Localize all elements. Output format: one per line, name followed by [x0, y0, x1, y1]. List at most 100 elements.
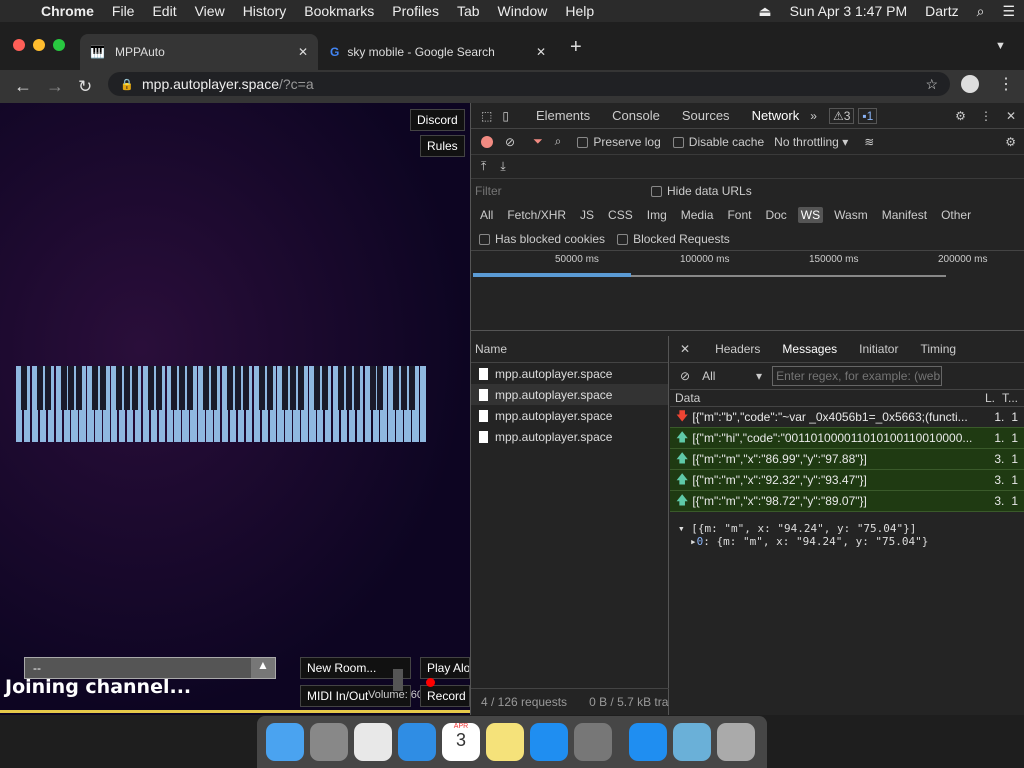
- white-key[interactable]: [182, 366, 189, 442]
- forward-icon[interactable]: →: [46, 76, 64, 96]
- discord-button[interactable]: Discord: [410, 109, 465, 131]
- dock-app-store-icon[interactable]: [530, 723, 568, 761]
- menu-help[interactable]: Help: [565, 3, 595, 19]
- white-key[interactable]: [348, 366, 356, 442]
- close-tab-icon[interactable]: ✕: [297, 45, 308, 59]
- menu-view[interactable]: View: [194, 3, 225, 19]
- time-column-header[interactable]: T...: [1002, 391, 1019, 405]
- spotlight-icon[interactable]: ⌕: [976, 2, 985, 19]
- white-key[interactable]: [253, 366, 261, 442]
- white-key[interactable]: [309, 366, 316, 442]
- request-row[interactable]: mpp.autoplayer.space: [471, 363, 668, 384]
- more-tabs-icon[interactable]: »: [810, 108, 817, 123]
- black-key[interactable]: [44, 366, 51, 410]
- dock-launchpad-icon[interactable]: [310, 723, 348, 761]
- black-key[interactable]: [242, 366, 249, 410]
- white-key[interactable]: [420, 366, 427, 442]
- white-key[interactable]: [134, 366, 142, 442]
- white-key[interactable]: [174, 366, 181, 442]
- search-icon[interactable]: ⌕: [554, 134, 562, 148]
- white-key[interactable]: [126, 366, 134, 442]
- white-key[interactable]: [317, 366, 324, 442]
- white-key[interactable]: [277, 366, 284, 442]
- preview-root[interactable]: ▾ [{m: "m", x: "94.24", y: "75.04"}]: [678, 522, 917, 535]
- type-filter-all[interactable]: All: [480, 208, 494, 222]
- black-key[interactable]: [298, 366, 305, 410]
- device-toolbar-icon[interactable]: ▯: [502, 108, 509, 123]
- volume-slider[interactable]: [393, 669, 403, 691]
- tab-mppauto[interactable]: 🎹 MPPAuto ✕: [80, 34, 318, 70]
- dock-notes-icon[interactable]: [486, 723, 524, 761]
- warnings-badge[interactable]: ⚠3: [828, 107, 855, 124]
- menu-edit[interactable]: Edit: [152, 3, 177, 19]
- message-row[interactable]: 🡅 [{"m":"m","x":"98.72","y":"89.07"}] 3. 1: [670, 491, 1024, 512]
- devtools-tab-elements[interactable]: Elements: [535, 108, 591, 123]
- minimize-window-button[interactable]: [33, 39, 45, 51]
- black-key[interactable]: [179, 366, 186, 410]
- white-key[interactable]: [150, 366, 158, 442]
- detail-tab-headers[interactable]: Headers: [715, 342, 761, 356]
- menu-history[interactable]: History: [242, 3, 287, 19]
- filter-input[interactable]: [475, 184, 635, 198]
- request-row[interactable]: mpp.autoplayer.space: [471, 405, 668, 426]
- black-key[interactable]: [187, 366, 194, 410]
- maximize-window-button[interactable]: [53, 39, 65, 51]
- white-key[interactable]: [206, 366, 213, 442]
- dock-calendar-icon[interactable]: APR 3: [442, 723, 480, 761]
- white-key[interactable]: [214, 366, 221, 442]
- throttling-select[interactable]: No throttling ▾: [774, 134, 849, 149]
- black-key[interactable]: [92, 366, 99, 410]
- lock-icon[interactable]: 🔒: [120, 78, 134, 91]
- white-key[interactable]: [237, 366, 245, 442]
- new-tab-button[interactable]: +: [570, 36, 582, 58]
- dock-chrome-icon[interactable]: [354, 723, 392, 761]
- white-key[interactable]: [79, 366, 86, 442]
- black-key[interactable]: [131, 366, 138, 410]
- name-column-header[interactable]: Name: [471, 336, 668, 363]
- export-har-icon[interactable]: ⤓: [500, 159, 506, 173]
- menu-bookmarks[interactable]: Bookmarks: [304, 3, 375, 19]
- data-column-header[interactable]: Data: [675, 391, 701, 405]
- menu-profiles[interactable]: Profiles: [392, 3, 439, 19]
- black-key[interactable]: [147, 366, 154, 410]
- close-details-icon[interactable]: ✕: [680, 342, 691, 356]
- white-key[interactable]: [71, 366, 78, 442]
- black-key[interactable]: [171, 366, 178, 410]
- white-key[interactable]: [404, 366, 411, 442]
- white-key[interactable]: [388, 366, 395, 442]
- white-key[interactable]: [103, 366, 110, 442]
- type-filter-ws[interactable]: WS: [797, 207, 824, 223]
- network-settings-icon[interactable]: ⚙: [1005, 134, 1016, 149]
- import-har-icon[interactable]: ⤒: [481, 159, 487, 173]
- black-key[interactable]: [226, 366, 233, 410]
- black-key[interactable]: [100, 366, 107, 410]
- inspect-icon[interactable]: ⬚: [481, 108, 493, 123]
- record-icon[interactable]: [481, 135, 493, 148]
- message-row[interactable]: 🡅 [{"m":"m","x":"86.99","y":"97.88"}] 3. 1: [670, 449, 1024, 470]
- black-key[interactable]: [345, 366, 352, 410]
- white-key[interactable]: [16, 366, 23, 442]
- white-key[interactable]: [301, 366, 308, 442]
- play-alone-button[interactable]: Play Alo: [420, 657, 470, 679]
- message-row[interactable]: 🡅 [{"m":"hi","code":"00110100001101010011…: [670, 428, 1024, 449]
- white-key[interactable]: [47, 366, 55, 442]
- white-key[interactable]: [31, 366, 39, 442]
- black-key[interactable]: [123, 366, 130, 410]
- black-key[interactable]: [76, 366, 83, 410]
- detail-tab-messages[interactable]: Messages: [782, 342, 838, 356]
- type-filter-js[interactable]: JS: [580, 208, 595, 222]
- devtools-tab-network[interactable]: Network: [751, 108, 800, 123]
- black-key[interactable]: [116, 366, 122, 410]
- close-window-button[interactable]: [13, 39, 25, 51]
- white-key[interactable]: [198, 366, 205, 442]
- white-key[interactable]: [356, 366, 364, 442]
- black-key[interactable]: [211, 366, 218, 410]
- blocked-cookies-checkbox[interactable]: Has blocked cookies: [479, 232, 605, 246]
- black-key[interactable]: [36, 366, 43, 410]
- white-key[interactable]: [158, 366, 166, 442]
- new-room-button[interactable]: New Room...: [300, 657, 411, 679]
- type-filter-fetchxhr[interactable]: Fetch/XHR: [507, 208, 567, 222]
- rules-button[interactable]: Rules: [420, 135, 465, 157]
- white-key[interactable]: [372, 366, 379, 442]
- black-key[interactable]: [282, 366, 289, 410]
